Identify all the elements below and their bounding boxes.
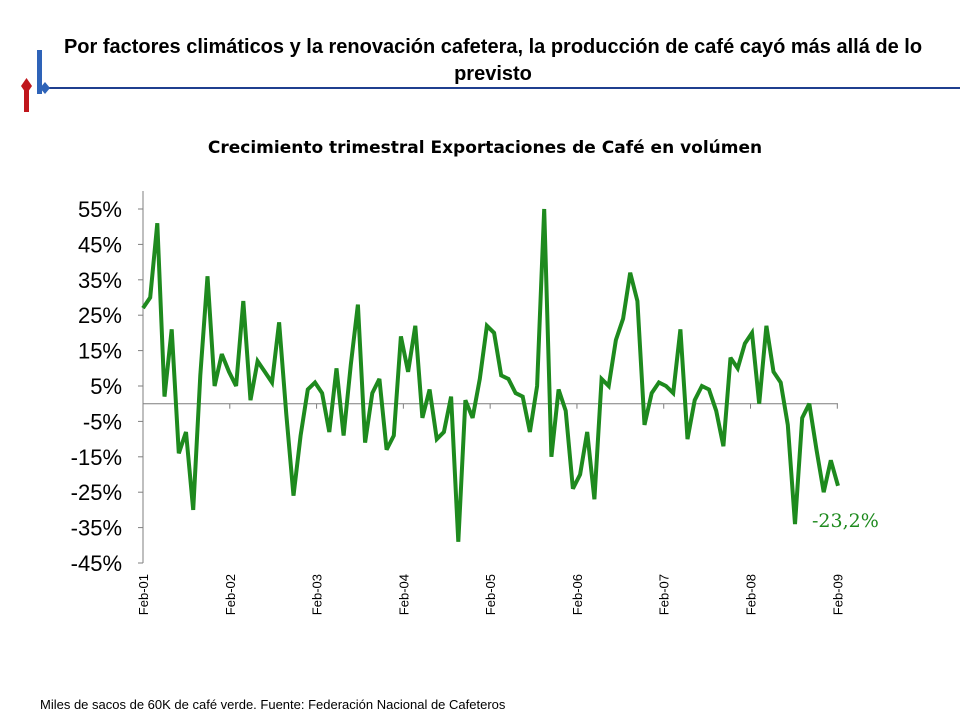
y-tick-label: -25% [71,480,122,505]
x-tick-label: Feb-02 [223,574,238,615]
x-tick-label: Feb-04 [396,574,411,615]
x-tick-label: Feb-09 [830,574,845,615]
x-tick-label: Feb-05 [483,574,498,615]
x-tick-label: Feb-06 [570,574,585,615]
y-tick-label: -45% [71,551,122,576]
y-tick-label: -35% [71,516,122,541]
y-tick-label: 45% [78,232,122,257]
y-tick-label: -5% [83,409,122,434]
source-footnote: Miles de sacos de 60K de café verde. Fue… [40,697,506,712]
brand-logo-icon [21,50,50,112]
x-axis-ticks: Feb-01 Feb-02 Feb-03 Feb-04 Feb-05 Feb-06 Feb-… [136,403,845,615]
series-group [141,208,840,542]
y-tick-label: -15% [71,445,122,470]
y-tick-label: 5% [90,374,122,399]
title-underline [40,87,960,89]
y-tick-label: 15% [78,339,122,364]
x-tick-label: Feb-01 [136,574,151,615]
x-tick-label: Feb-07 [657,574,672,615]
slide-title: Por factores climáticos y la renovación … [63,36,923,85]
last-value-annotation: -23,2% [812,510,879,532]
x-tick-label: Feb-03 [310,574,325,615]
chart-title: Crecimiento trimestral Exportaciones de … [207,138,763,158]
y-tick-label: 25% [78,303,122,328]
x-tick-label: Feb-08 [744,574,759,615]
series-line [141,208,840,542]
y-axis-ticks: 55% 45% 35% 25% 15% 5% -5% -15% -25% -35% -45% [71,197,143,576]
y-tick-label: 35% [78,268,122,293]
y-tick-label: 55% [78,197,122,222]
